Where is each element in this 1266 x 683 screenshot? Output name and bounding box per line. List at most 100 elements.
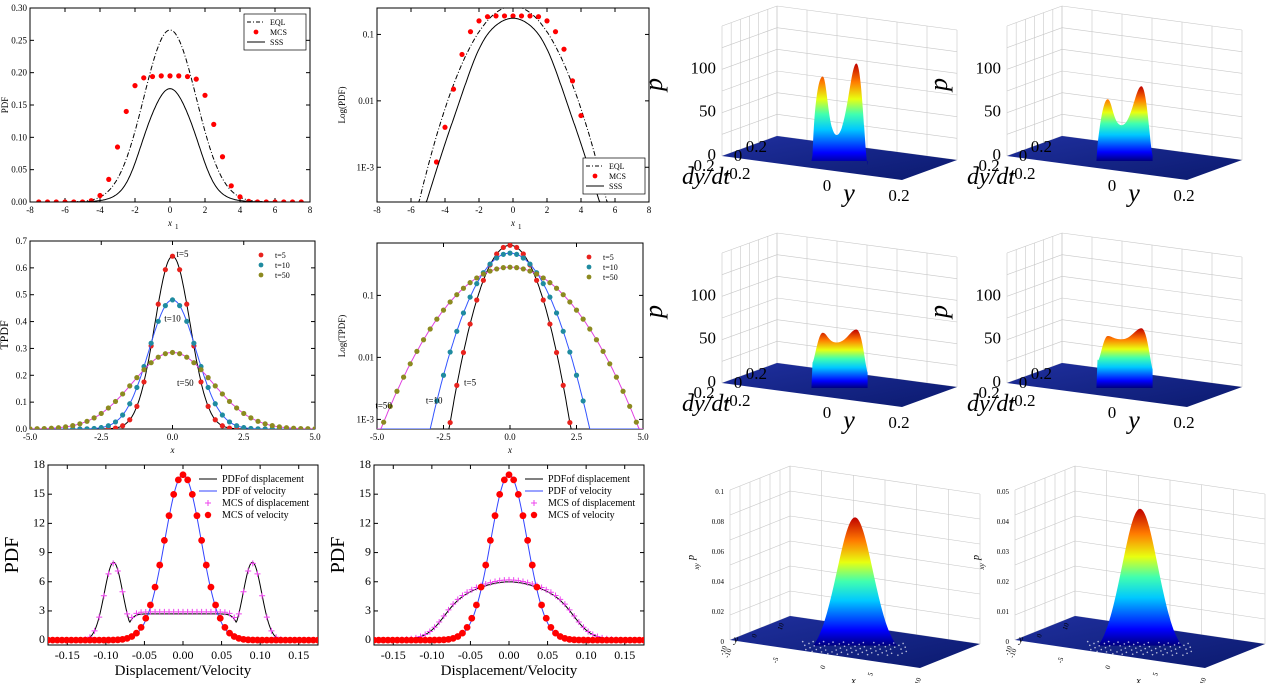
- annotation-label: t=50: [177, 378, 194, 388]
- z-axis-label: p: [924, 78, 953, 93]
- x-tick-label: 0.05: [211, 648, 232, 662]
- x-axis-label: x: [170, 445, 175, 455]
- y-tick-label: 0: [734, 373, 743, 392]
- data-point-plus: [524, 579, 531, 586]
- data-point: [184, 318, 190, 324]
- data-point: [467, 321, 473, 327]
- y-tick-label: 6: [39, 574, 45, 588]
- surface-sample-dot: [859, 647, 862, 650]
- z-axis-label-subscript: xy: [978, 562, 986, 570]
- surface-sample-dot: [884, 645, 887, 648]
- z-tick-label: 100: [691, 58, 717, 77]
- data-point: [53, 199, 59, 202]
- surface-sample-dot: [877, 653, 879, 656]
- data-point: [533, 583, 541, 591]
- y-tick-label: 0.15: [11, 100, 27, 110]
- data-point: [162, 303, 168, 309]
- data-point: [158, 73, 164, 79]
- surface-sample-dot: [1132, 643, 1135, 646]
- data-point: [580, 398, 586, 404]
- data-point: [86, 636, 94, 644]
- y-tick-label: 0.2: [1031, 364, 1052, 383]
- surface-sample-dot: [831, 651, 833, 653]
- data-point: [514, 265, 520, 271]
- y-tick-label: 0: [734, 146, 743, 165]
- data-point: [300, 636, 308, 644]
- data-point: [580, 316, 586, 322]
- data-point: [248, 425, 254, 429]
- surface-sample-dot: [843, 645, 846, 648]
- data-point: [500, 251, 506, 257]
- data-point: [514, 244, 520, 251]
- data-point: [88, 198, 94, 202]
- y-tick-label: 0: [1019, 373, 1028, 392]
- data-point: [212, 401, 218, 407]
- y-tick-label: 0.01: [358, 96, 374, 106]
- data-point: [286, 636, 294, 644]
- chart-c5: -0.15 -0.10 -0.05 0.00 0.05 0.10 0.15 0 3 6 9 12 15 1…: [1, 457, 319, 679]
- surface-sample-dot: [1185, 648, 1187, 650]
- data-point-plus: [426, 628, 433, 635]
- y-axis-label: y: [733, 634, 739, 645]
- data-point: [263, 199, 269, 202]
- data-point: [49, 636, 57, 644]
- surface-sample-dot: [1139, 645, 1141, 648]
- series-line-t-5: [30, 255, 315, 429]
- surface-sample-dot: [874, 645, 876, 648]
- surface-sample-dot: [1162, 653, 1164, 656]
- y-tick-label: 0.2: [1031, 137, 1052, 156]
- z-tick-label: 50: [699, 329, 716, 348]
- data-point: [407, 636, 415, 644]
- series-layer: [48, 471, 318, 644]
- x-tick-label: 0: [823, 403, 832, 422]
- y-tick-label: -0.2: [688, 383, 715, 402]
- surface-sample-dot: [1092, 652, 1094, 655]
- surface-sample-dot: [836, 653, 839, 655]
- data-point: [527, 261, 533, 267]
- data-point: [219, 412, 225, 418]
- data-point: [520, 255, 526, 261]
- x-tick-label: 0: [1108, 403, 1117, 422]
- y-tick-label: 9: [365, 545, 371, 559]
- data-point: [170, 490, 178, 498]
- data-point: [459, 51, 465, 58]
- data-point: [91, 415, 97, 421]
- surface-sample-dot: [873, 641, 875, 644]
- z-tick-label: 0: [708, 145, 717, 164]
- chart-c2: -8 -6 -4 -2 0 2 4 6 8 1E-3 0.01 0.1 x 1 Log(PDF) EQLMCS…: [337, 7, 652, 231]
- y-tick-label: 3: [365, 603, 371, 617]
- surface-sample-dot: [1140, 649, 1142, 652]
- surface-sample-dot: [839, 647, 842, 649]
- z-tick-label: 50: [984, 329, 1001, 348]
- data-point: [635, 636, 643, 644]
- y-tick-label: -0.2: [973, 156, 1000, 175]
- series-line-eql: [30, 29, 310, 202]
- data-point: [63, 636, 71, 644]
- data-point: [226, 398, 233, 405]
- surface-sample-dot: [1086, 640, 1089, 643]
- y-axis-label: Log(PDF): [337, 86, 347, 123]
- data-point: [134, 375, 140, 381]
- surface-sample-dot: [879, 648, 881, 650]
- data-point: [226, 425, 233, 429]
- y-tick-label: -0.2: [688, 156, 715, 175]
- x-tick-label: -8: [373, 205, 381, 215]
- x-axis-label: y: [1125, 179, 1140, 208]
- surface-sample-dot: [1105, 651, 1108, 653]
- surface-sample-dot: [823, 645, 826, 647]
- data-point: [151, 583, 159, 591]
- data-point: [560, 328, 566, 334]
- y-axis-label: PDF: [1, 537, 23, 574]
- data-point: [547, 623, 555, 631]
- surface-sample-dot: [889, 648, 892, 650]
- data-point-plus: [263, 614, 270, 621]
- data-point: [162, 351, 168, 357]
- z-tick-label: 0.1: [715, 488, 724, 496]
- surface-sample-dot: [1158, 641, 1160, 644]
- data-point-plus: [557, 596, 564, 603]
- data-point-plus: [124, 610, 131, 617]
- data-point: [560, 292, 566, 298]
- legend-marker: [253, 29, 259, 35]
- data-point: [105, 405, 111, 411]
